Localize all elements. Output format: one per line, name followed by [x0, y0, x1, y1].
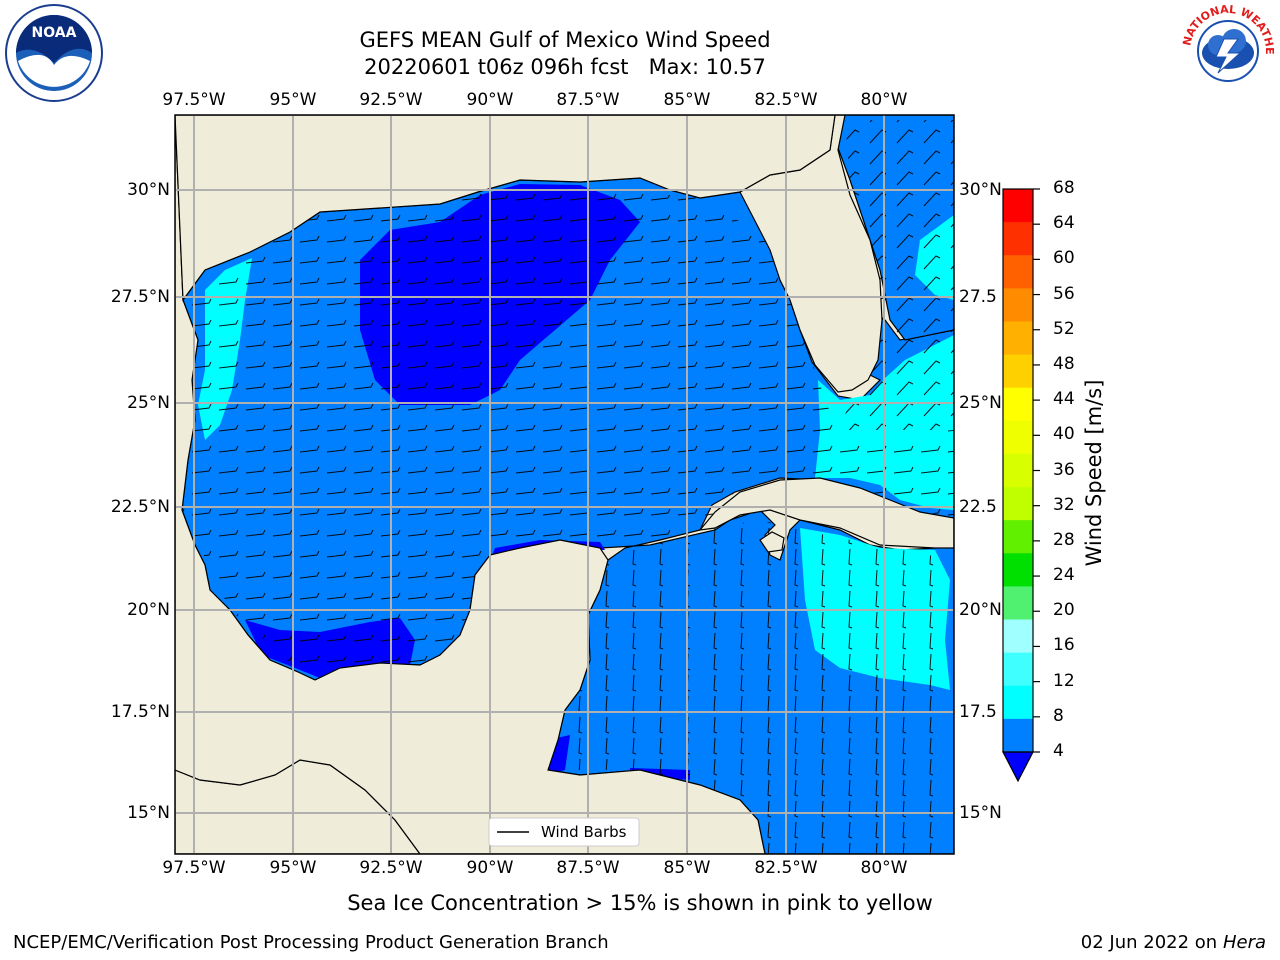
lat-label-left: 17.5°N [110, 702, 170, 722]
colorbar-tick-label: 64 [1053, 213, 1075, 234]
colorbar-segment [1003, 387, 1033, 422]
legend-label: Wind Barbs [541, 823, 627, 841]
lat-label-left: 25°N [127, 393, 170, 413]
colorbar-tick-label: 36 [1053, 459, 1075, 480]
colorbar-tick-label: 40 [1053, 424, 1075, 445]
sea-ice-caption: Sea Ice Concentration > 15% is shown in … [347, 891, 933, 915]
colorbar-segment [1003, 487, 1033, 521]
colorbar-tick-label: 56 [1053, 283, 1075, 304]
lon-label-top: 85°W [663, 90, 711, 110]
colorbar-segment [1003, 685, 1033, 720]
lon-label-bottom: 92.5°W [359, 858, 423, 878]
colorbar-tick-label: 48 [1053, 353, 1075, 374]
lon-label-top: 90°W [466, 90, 514, 110]
lon-label-top: 97.5°W [162, 90, 226, 110]
lon-label-top: 92.5°W [359, 90, 423, 110]
lon-label-top: 82.5°W [754, 90, 818, 110]
lon-label-top: 95°W [269, 90, 317, 110]
wind-barbs-caribbean [565, 520, 954, 854]
colorbar-tick-label: 20 [1053, 600, 1075, 621]
colorbar-under-arrow [1002, 751, 1034, 783]
colorbar-label: Wind Speed [m/s] [1082, 379, 1106, 567]
noaa-logo-label: NOAA [32, 25, 77, 41]
lon-label-bottom: 87.5°W [556, 858, 620, 878]
lon-label-top: 80°W [860, 90, 908, 110]
lat-label-left: 20°N [127, 600, 170, 620]
lat-label-right: 17.5 [959, 702, 997, 722]
isla-de-la-juventud [759, 531, 785, 553]
colorbar-tick-label: 28 [1053, 529, 1075, 550]
colorbar-tick-label: 8 [1053, 705, 1064, 726]
lat-label-left: 15°N [127, 803, 170, 823]
lat-label-right: 15°N [959, 803, 1002, 823]
lon-label-bottom: 90°W [466, 858, 514, 878]
colorbar-tick-label: 52 [1053, 318, 1075, 339]
colorbar-segment [1003, 652, 1033, 687]
footer-branch: NCEP/EMC/Verification Post Processing Pr… [13, 932, 609, 953]
us-gulf-coast-land [175, 115, 836, 302]
footer-date: 02 Jun 2022 on Hera [1081, 932, 1266, 953]
colorbar-segment [1003, 453, 1033, 488]
colorbar-segment [1003, 189, 1033, 223]
lon-label-bottom: 95°W [269, 858, 317, 878]
chart-subtitle: 20220601 t06z 096h fcst Max: 10.57 [364, 55, 766, 79]
colorbar-tick-label: 12 [1053, 670, 1075, 691]
chart-title: GEFS MEAN Gulf of Mexico Wind Speed [359, 28, 771, 52]
lat-label-right: 27.5 [959, 287, 997, 307]
lon-label-top: 87.5°W [556, 90, 620, 110]
colorbar-segment [1003, 321, 1033, 356]
colorbar-segment [1003, 619, 1033, 654]
colorbar-tick-label: 32 [1053, 494, 1075, 515]
lat-label-right: 20°N [959, 600, 1002, 620]
map-legend: Wind Barbs [488, 817, 640, 847]
map-gridlines [175, 115, 954, 854]
colorbar-tick-label: 16 [1053, 635, 1075, 656]
wind-barbs-gulf [182, 180, 954, 672]
lat-label-left: 22.5°N [110, 497, 170, 517]
lon-label-bottom: 85°W [663, 858, 711, 878]
map-frame [174, 114, 955, 855]
colorbar-tick-label: 60 [1053, 248, 1075, 269]
footer-date-text: 02 Jun 2022 on [1080, 932, 1218, 953]
colorbar-segment [1003, 288, 1033, 322]
colorbar-segment [1003, 520, 1033, 554]
colorbar-tick-label: 44 [1053, 389, 1075, 410]
lon-label-bottom: 97.5°W [162, 858, 226, 878]
lat-label-right: 22.5 [959, 497, 997, 517]
lon-label-bottom: 82.5°W [754, 858, 818, 878]
colorbar-segment [1003, 255, 1033, 289]
lat-label-right: 25°N [959, 393, 1002, 413]
nws-logo-icon: NATIONAL WEATHER SERVICE [1178, 3, 1276, 97]
colorbar-tick-label: 24 [1053, 565, 1075, 586]
colorbar [1002, 188, 1040, 783]
lat-label-right: 30°N [959, 180, 1002, 200]
colorbar-tick-label: 68 [1053, 178, 1075, 198]
colorbar-segment [1003, 553, 1033, 587]
cuba [698, 477, 954, 549]
colorbar-segment [1003, 718, 1033, 753]
footer-host: Hera [1222, 932, 1266, 953]
lon-label-bottom: 80°W [860, 858, 908, 878]
colorbar-segment [1003, 586, 1033, 621]
noaa-logo-icon: NOAA [5, 4, 103, 102]
lat-label-left: 30°N [127, 180, 170, 200]
yucatan-peninsula [175, 115, 766, 854]
colorbar-segment [1003, 420, 1033, 455]
lat-label-left: 27.5°N [110, 287, 170, 307]
colorbar-segment [1003, 222, 1033, 256]
colorbar-segment [1003, 354, 1033, 389]
colorbar-tick-label: 4 [1053, 741, 1064, 761]
